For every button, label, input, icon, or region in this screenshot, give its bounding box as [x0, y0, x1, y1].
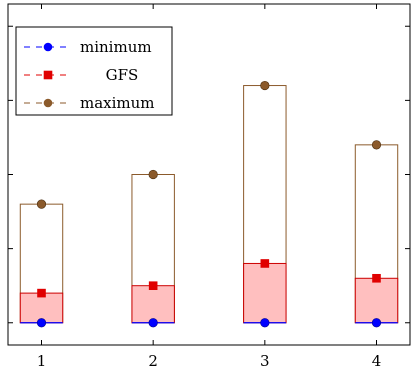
ticks-layer: 1 2 3 4 — [8, 4, 410, 370]
min-point-3 — [260, 318, 270, 328]
legend-label-minimum: minimum — [80, 38, 152, 56]
max-point-3 — [260, 80, 270, 91]
min-point-2 — [148, 318, 158, 328]
min-point-1 — [36, 318, 47, 328]
x-tick-label-4: 4 — [372, 352, 382, 370]
gfs-bar-4 — [354, 277, 399, 324]
legend-label-maximum: maximum — [80, 94, 155, 112]
max-point-1 — [36, 199, 47, 209]
x-tick-label-2: 2 — [148, 352, 158, 370]
legend-marker-maximum — [43, 98, 53, 108]
legend-marker-minimum — [43, 42, 53, 52]
legend-box — [15, 26, 173, 116]
gfs-point-3 — [260, 259, 270, 268]
x-tick-label-1: 1 — [37, 352, 47, 370]
gfs-bar-2 — [131, 285, 175, 324]
min-point-4 — [371, 318, 382, 328]
max-point-2 — [148, 169, 158, 180]
markers-layer — [36, 80, 382, 328]
legend: minimum GFS maximum — [15, 26, 173, 116]
max-point-4 — [371, 140, 382, 150]
legend-label-gfs: GFS — [106, 66, 139, 84]
gfs-point-4 — [372, 273, 381, 283]
gfs-point-1 — [37, 288, 46, 298]
legend-marker-gfs — [43, 70, 53, 80]
x-tick-label-3: 3 — [260, 352, 270, 370]
gfs-point-2 — [148, 281, 158, 290]
bars-layer — [19, 85, 399, 324]
gfs-bar-3 — [243, 262, 287, 324]
